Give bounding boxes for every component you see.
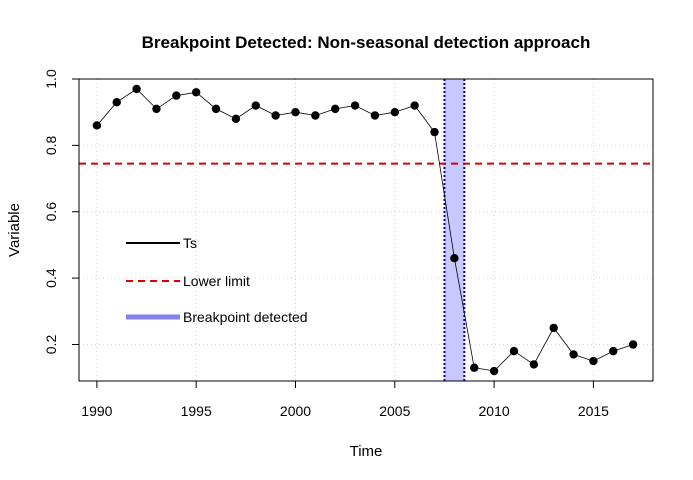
grid — [79, 78, 653, 381]
data-point — [589, 356, 598, 366]
y-tick-label: 1.0 — [43, 69, 59, 89]
y-axis: 0.2 0.4 0.6 0.8 1.0 — [43, 69, 80, 355]
data-point — [549, 323, 558, 333]
data-point — [211, 104, 221, 114]
y-axis-label: Variable — [6, 203, 23, 257]
data-point — [609, 346, 618, 356]
x-axis: 1990 1995 2000 2005 2010 2015 — [81, 380, 609, 419]
data-point — [92, 121, 102, 130]
data-point — [390, 107, 399, 117]
legend-ts-label: Ts — [183, 235, 197, 251]
data-point — [470, 363, 479, 372]
x-axis-label: Time — [350, 443, 383, 460]
data-point — [311, 111, 320, 120]
y-tick-label: 0.4 — [43, 268, 59, 288]
data-point — [331, 104, 340, 114]
y-tick-label: 0.6 — [43, 202, 59, 222]
plot-border — [78, 78, 654, 382]
breakpoint-band-fill — [444, 79, 465, 381]
data-point — [569, 350, 578, 359]
data-point — [271, 111, 280, 120]
x-tick-label: 2010 — [479, 403, 510, 419]
data-point — [489, 366, 499, 376]
data-point — [529, 360, 539, 369]
data-point — [430, 127, 439, 137]
x-tick-label: 2000 — [280, 403, 311, 419]
x-tick-label: 2015 — [578, 403, 609, 419]
data-point — [350, 101, 360, 110]
data-point — [509, 346, 519, 356]
data-point — [410, 101, 419, 110]
data-point — [251, 101, 260, 110]
legend: Ts Lower limit Breakpoint detected — [126, 235, 308, 325]
data-point — [152, 104, 161, 114]
legend-breakpoint-label: Breakpoint detected — [183, 309, 308, 325]
plot-area — [78, 78, 654, 382]
x-tick-label: 2005 — [379, 403, 410, 419]
legend-lower-limit-label: Lower limit — [183, 273, 250, 289]
chart-title: Breakpoint Detected: Non-seasonal detect… — [142, 33, 591, 52]
data-point — [112, 98, 121, 107]
data-point — [450, 254, 459, 263]
data-point — [231, 114, 241, 124]
breakpoint-band — [443, 79, 466, 381]
x-tick-label: 1995 — [181, 403, 212, 419]
data-point — [628, 340, 638, 349]
series-ts — [92, 84, 638, 376]
data-point — [191, 88, 201, 97]
data-point — [291, 107, 300, 117]
data-point — [132, 84, 141, 94]
y-tick-label: 0.8 — [43, 135, 59, 155]
data-point — [370, 111, 380, 120]
x-tick-label: 1990 — [81, 403, 112, 419]
series-line — [96, 88, 634, 372]
y-tick-label: 0.2 — [43, 335, 59, 355]
data-point — [172, 91, 181, 100]
